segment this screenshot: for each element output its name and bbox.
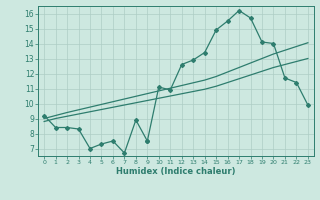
X-axis label: Humidex (Indice chaleur): Humidex (Indice chaleur) xyxy=(116,167,236,176)
